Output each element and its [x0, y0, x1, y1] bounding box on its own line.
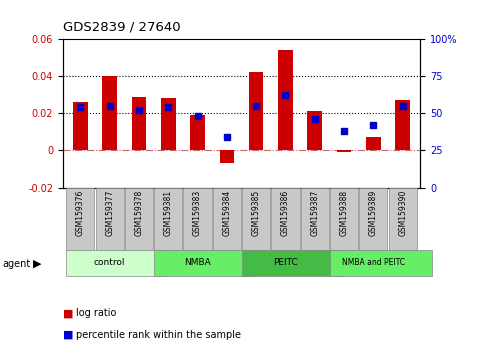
- Bar: [96, 188, 124, 250]
- Bar: [278, 50, 293, 150]
- Bar: [242, 188, 270, 250]
- Bar: [330, 250, 432, 276]
- Bar: [366, 137, 381, 150]
- Bar: [307, 112, 322, 150]
- Bar: [66, 250, 168, 276]
- Text: GSM159383: GSM159383: [193, 189, 202, 236]
- Text: GSM159384: GSM159384: [222, 189, 231, 236]
- Bar: [301, 188, 329, 250]
- Text: PEITC: PEITC: [273, 258, 298, 267]
- Bar: [102, 76, 117, 150]
- Text: agent: agent: [2, 259, 30, 269]
- Bar: [271, 188, 299, 250]
- Bar: [161, 98, 176, 150]
- Text: GSM159385: GSM159385: [252, 189, 261, 236]
- Bar: [395, 100, 410, 150]
- Text: GSM159377: GSM159377: [105, 189, 114, 236]
- Text: ■: ■: [63, 330, 73, 339]
- Text: GSM159386: GSM159386: [281, 189, 290, 236]
- Bar: [359, 188, 387, 250]
- Bar: [184, 188, 212, 250]
- Text: GSM159388: GSM159388: [340, 189, 349, 236]
- Bar: [220, 150, 234, 164]
- Bar: [242, 250, 344, 276]
- Text: ▶: ▶: [33, 259, 42, 269]
- Bar: [190, 115, 205, 150]
- Bar: [213, 188, 241, 250]
- Text: log ratio: log ratio: [76, 308, 117, 318]
- Text: percentile rank within the sample: percentile rank within the sample: [76, 330, 242, 339]
- Text: GDS2839 / 27640: GDS2839 / 27640: [63, 21, 181, 34]
- Bar: [154, 188, 182, 250]
- Bar: [132, 97, 146, 150]
- Text: GSM159378: GSM159378: [134, 189, 143, 236]
- Text: GSM159390: GSM159390: [398, 189, 407, 236]
- Text: NMBA and PEITC: NMBA and PEITC: [342, 258, 405, 267]
- Text: control: control: [94, 258, 126, 267]
- Bar: [154, 250, 256, 276]
- Text: GSM159387: GSM159387: [310, 189, 319, 236]
- Bar: [330, 188, 358, 250]
- Bar: [337, 150, 351, 152]
- Text: GSM159381: GSM159381: [164, 189, 173, 236]
- Bar: [125, 188, 153, 250]
- Text: NMBA: NMBA: [184, 258, 211, 267]
- Text: ■: ■: [63, 308, 73, 318]
- Text: GSM159376: GSM159376: [76, 189, 85, 236]
- Text: GSM159389: GSM159389: [369, 189, 378, 236]
- Bar: [388, 188, 417, 250]
- Bar: [73, 102, 88, 150]
- Bar: [249, 73, 263, 150]
- Bar: [66, 188, 95, 250]
